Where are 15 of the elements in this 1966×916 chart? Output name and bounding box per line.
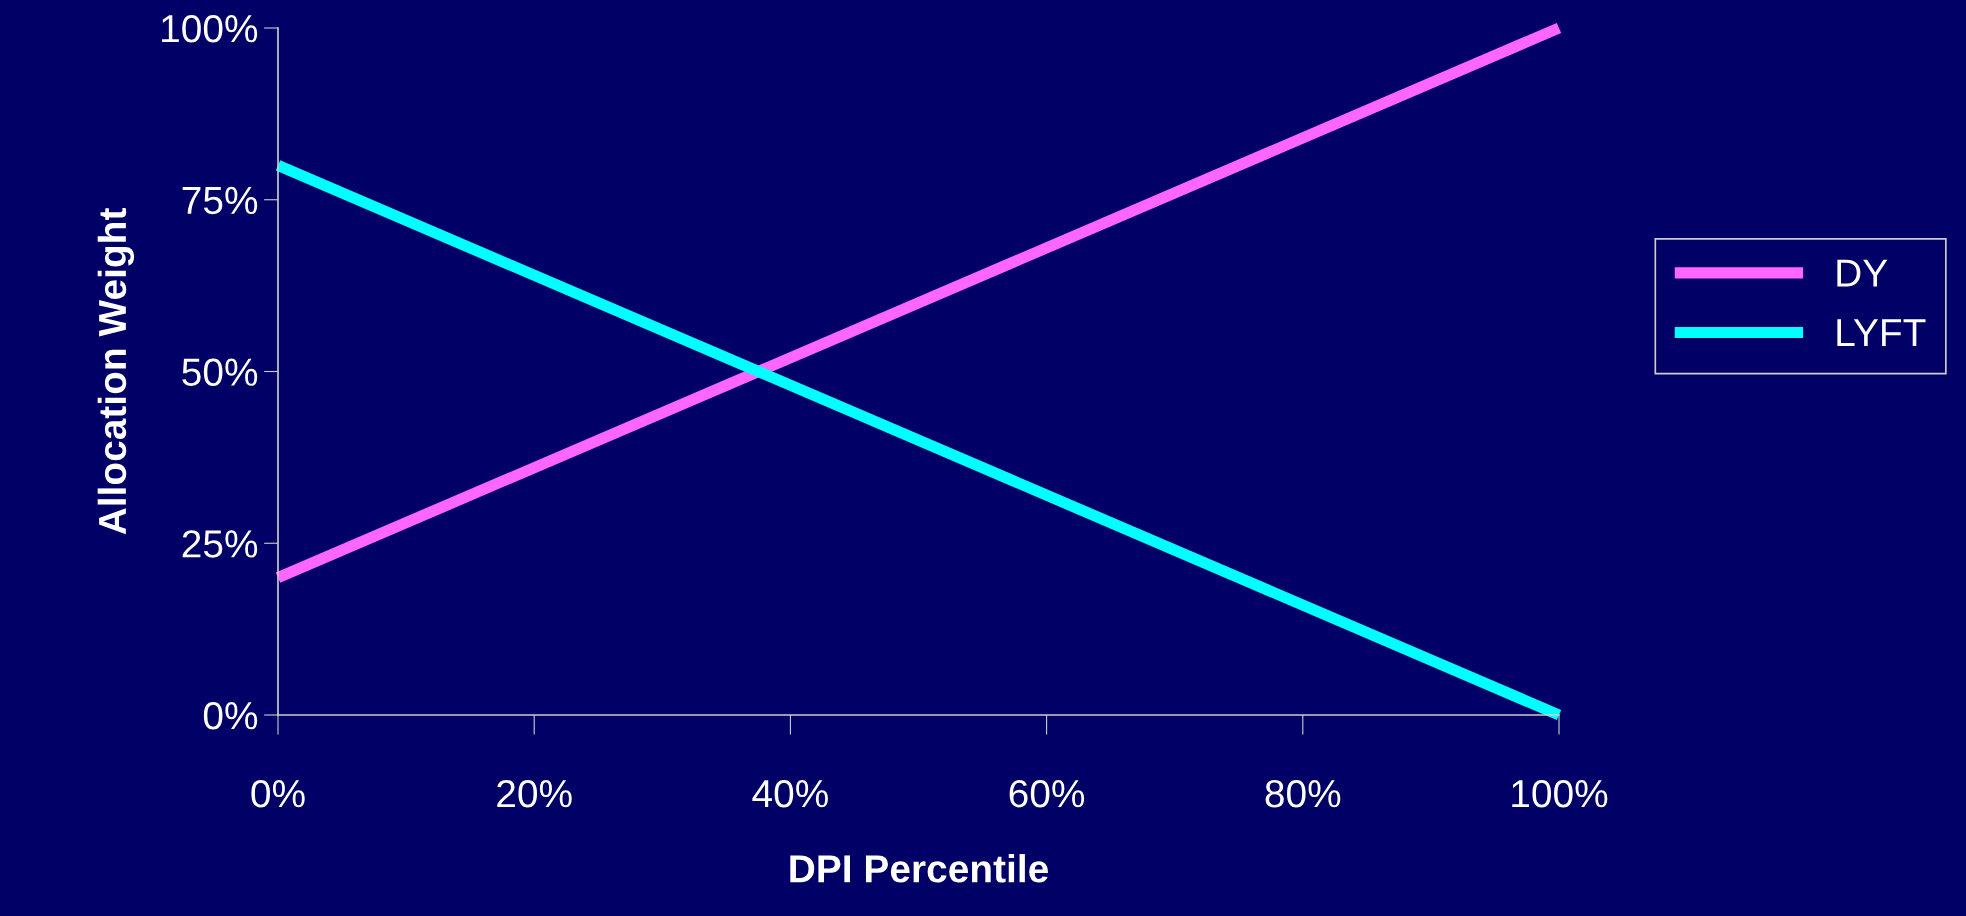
x-tick-label: 0%	[251, 779, 305, 808]
y-tick-label: 100%	[162, 14, 258, 43]
y-axis-title: Allocation Weight	[97, 208, 135, 535]
y-tick-label: 75%	[182, 186, 258, 215]
x-tick-label: 80%	[1265, 779, 1341, 808]
y-tick-label: 50%	[182, 358, 258, 386]
x-tick-label: 40%	[752, 779, 828, 808]
y-tick-label: 0%	[203, 701, 258, 730]
legend-label: LYFT	[1837, 319, 1926, 347]
x-tick-label: 60%	[1009, 779, 1085, 808]
x-tick-label: 100%	[1512, 779, 1608, 808]
y-tick-label: 25%	[182, 530, 258, 558]
x-tick-label: 20%	[497, 779, 572, 808]
legend-label: DY	[1837, 259, 1888, 287]
x-axis-title: DPI Percentile	[790, 854, 1048, 883]
